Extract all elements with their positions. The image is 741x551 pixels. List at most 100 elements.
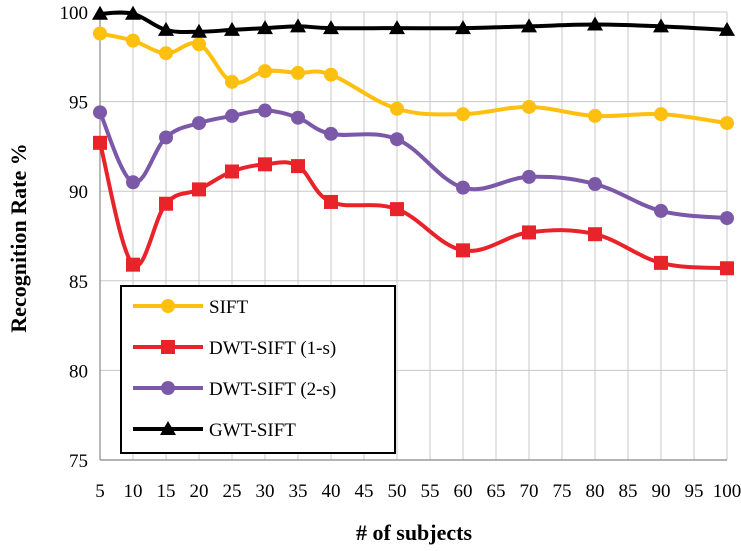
legend-marker <box>161 299 175 313</box>
x-tick-label: 80 <box>586 481 605 502</box>
data-point <box>159 196 173 211</box>
data-point <box>93 135 107 150</box>
data-point <box>654 255 668 270</box>
data-point <box>654 203 668 218</box>
legend-label: SIFT <box>209 297 248 318</box>
data-point <box>93 26 107 41</box>
data-point <box>456 243 470 258</box>
data-point <box>323 20 339 35</box>
data-point <box>522 169 536 184</box>
series <box>92 5 735 276</box>
x-tick-label: 90 <box>652 481 671 502</box>
data-point <box>719 21 735 36</box>
data-point <box>587 16 603 31</box>
data-point <box>192 37 206 52</box>
data-point <box>93 105 107 120</box>
x-tick-label: 70 <box>520 481 539 502</box>
x-tick-label: 25 <box>223 481 242 502</box>
series-0 <box>93 26 734 131</box>
data-point <box>389 20 405 35</box>
data-point <box>126 257 140 272</box>
legend-item: DWT-SIFT (1-s) <box>133 338 336 359</box>
data-point <box>588 227 602 242</box>
data-point <box>192 116 206 131</box>
data-point <box>654 107 668 122</box>
x-tick-label: 10 <box>124 481 143 502</box>
data-point <box>92 5 108 20</box>
legend-label: DWT-SIFT (1-s) <box>209 338 336 359</box>
series-3 <box>92 5 735 38</box>
data-point <box>324 194 338 209</box>
data-point <box>224 21 240 36</box>
series-1 <box>93 135 734 276</box>
y-tick-label: 95 <box>69 93 88 114</box>
data-point <box>522 99 536 114</box>
legend-marker <box>161 340 175 354</box>
x-tick-label: 75 <box>553 481 572 502</box>
x-axis-title: # of subjects <box>356 520 473 545</box>
data-point <box>291 159 305 174</box>
data-point <box>159 46 173 61</box>
y-tick-label: 85 <box>69 272 88 293</box>
data-point <box>290 18 306 33</box>
data-point <box>225 74 239 89</box>
data-point <box>192 182 206 197</box>
data-point <box>291 65 305 80</box>
legend-label: DWT-SIFT (2-s) <box>209 379 336 400</box>
x-tick-label: 60 <box>454 481 473 502</box>
x-tick-label: 40 <box>322 481 341 502</box>
legend-item: GWT-SIFT <box>133 420 296 441</box>
x-tick-label: 45 <box>355 481 374 502</box>
data-point <box>390 202 404 217</box>
legend: SIFT DWT-SIFT (1-s) DWT-SIFT (2-s) GWT-SIFT <box>120 285 396 454</box>
data-point <box>522 225 536 240</box>
data-point <box>225 108 239 123</box>
y-tick-label: 100 <box>60 3 89 24</box>
axes: 5 10 15 20 25 30 35 40 45 50 55 60 65 70 75 80 85 90 95 100… <box>60 3 741 502</box>
data-point <box>125 5 141 20</box>
x-tick-label: 30 <box>256 481 275 502</box>
legend-marker <box>161 381 175 395</box>
data-point <box>257 20 273 35</box>
data-point <box>324 126 338 141</box>
x-tick-label: 50 <box>388 481 407 502</box>
x-tick-label: 5 <box>95 481 105 502</box>
data-point <box>588 108 602 123</box>
y-tick-label: 75 <box>69 451 88 472</box>
data-point <box>653 18 669 33</box>
data-point <box>191 23 207 38</box>
data-point <box>390 101 404 116</box>
x-tick-label: 100 <box>713 481 741 502</box>
data-point <box>126 175 140 190</box>
x-tick-label: 15 <box>157 481 176 502</box>
data-point <box>258 64 272 79</box>
data-point <box>720 116 734 131</box>
data-point <box>258 103 272 118</box>
legend-label: GWT-SIFT <box>209 420 296 441</box>
data-point <box>159 130 173 145</box>
data-point <box>720 261 734 276</box>
series-line <box>99 10 728 35</box>
legend-item: DWT-SIFT (2-s) <box>133 379 336 400</box>
x-tick-label: 20 <box>190 481 209 502</box>
series-2 <box>93 103 734 226</box>
x-tick-label: 35 <box>289 481 308 502</box>
data-point <box>390 132 404 147</box>
x-tick-label: 95 <box>685 481 704 502</box>
y-tick-label: 90 <box>69 182 88 203</box>
data-point <box>158 21 174 36</box>
data-point <box>456 180 470 195</box>
data-point <box>324 67 338 82</box>
data-point <box>126 33 140 48</box>
x-tick-label: 65 <box>487 481 506 502</box>
data-point <box>456 107 470 122</box>
legend-item: SIFT <box>133 297 248 318</box>
data-point <box>588 177 602 192</box>
y-tick-label: 80 <box>69 361 88 382</box>
data-point <box>521 18 537 33</box>
data-point <box>720 211 734 226</box>
x-tick-label: 85 <box>619 481 638 502</box>
legend-marker <box>160 421 176 435</box>
data-point <box>225 164 239 179</box>
